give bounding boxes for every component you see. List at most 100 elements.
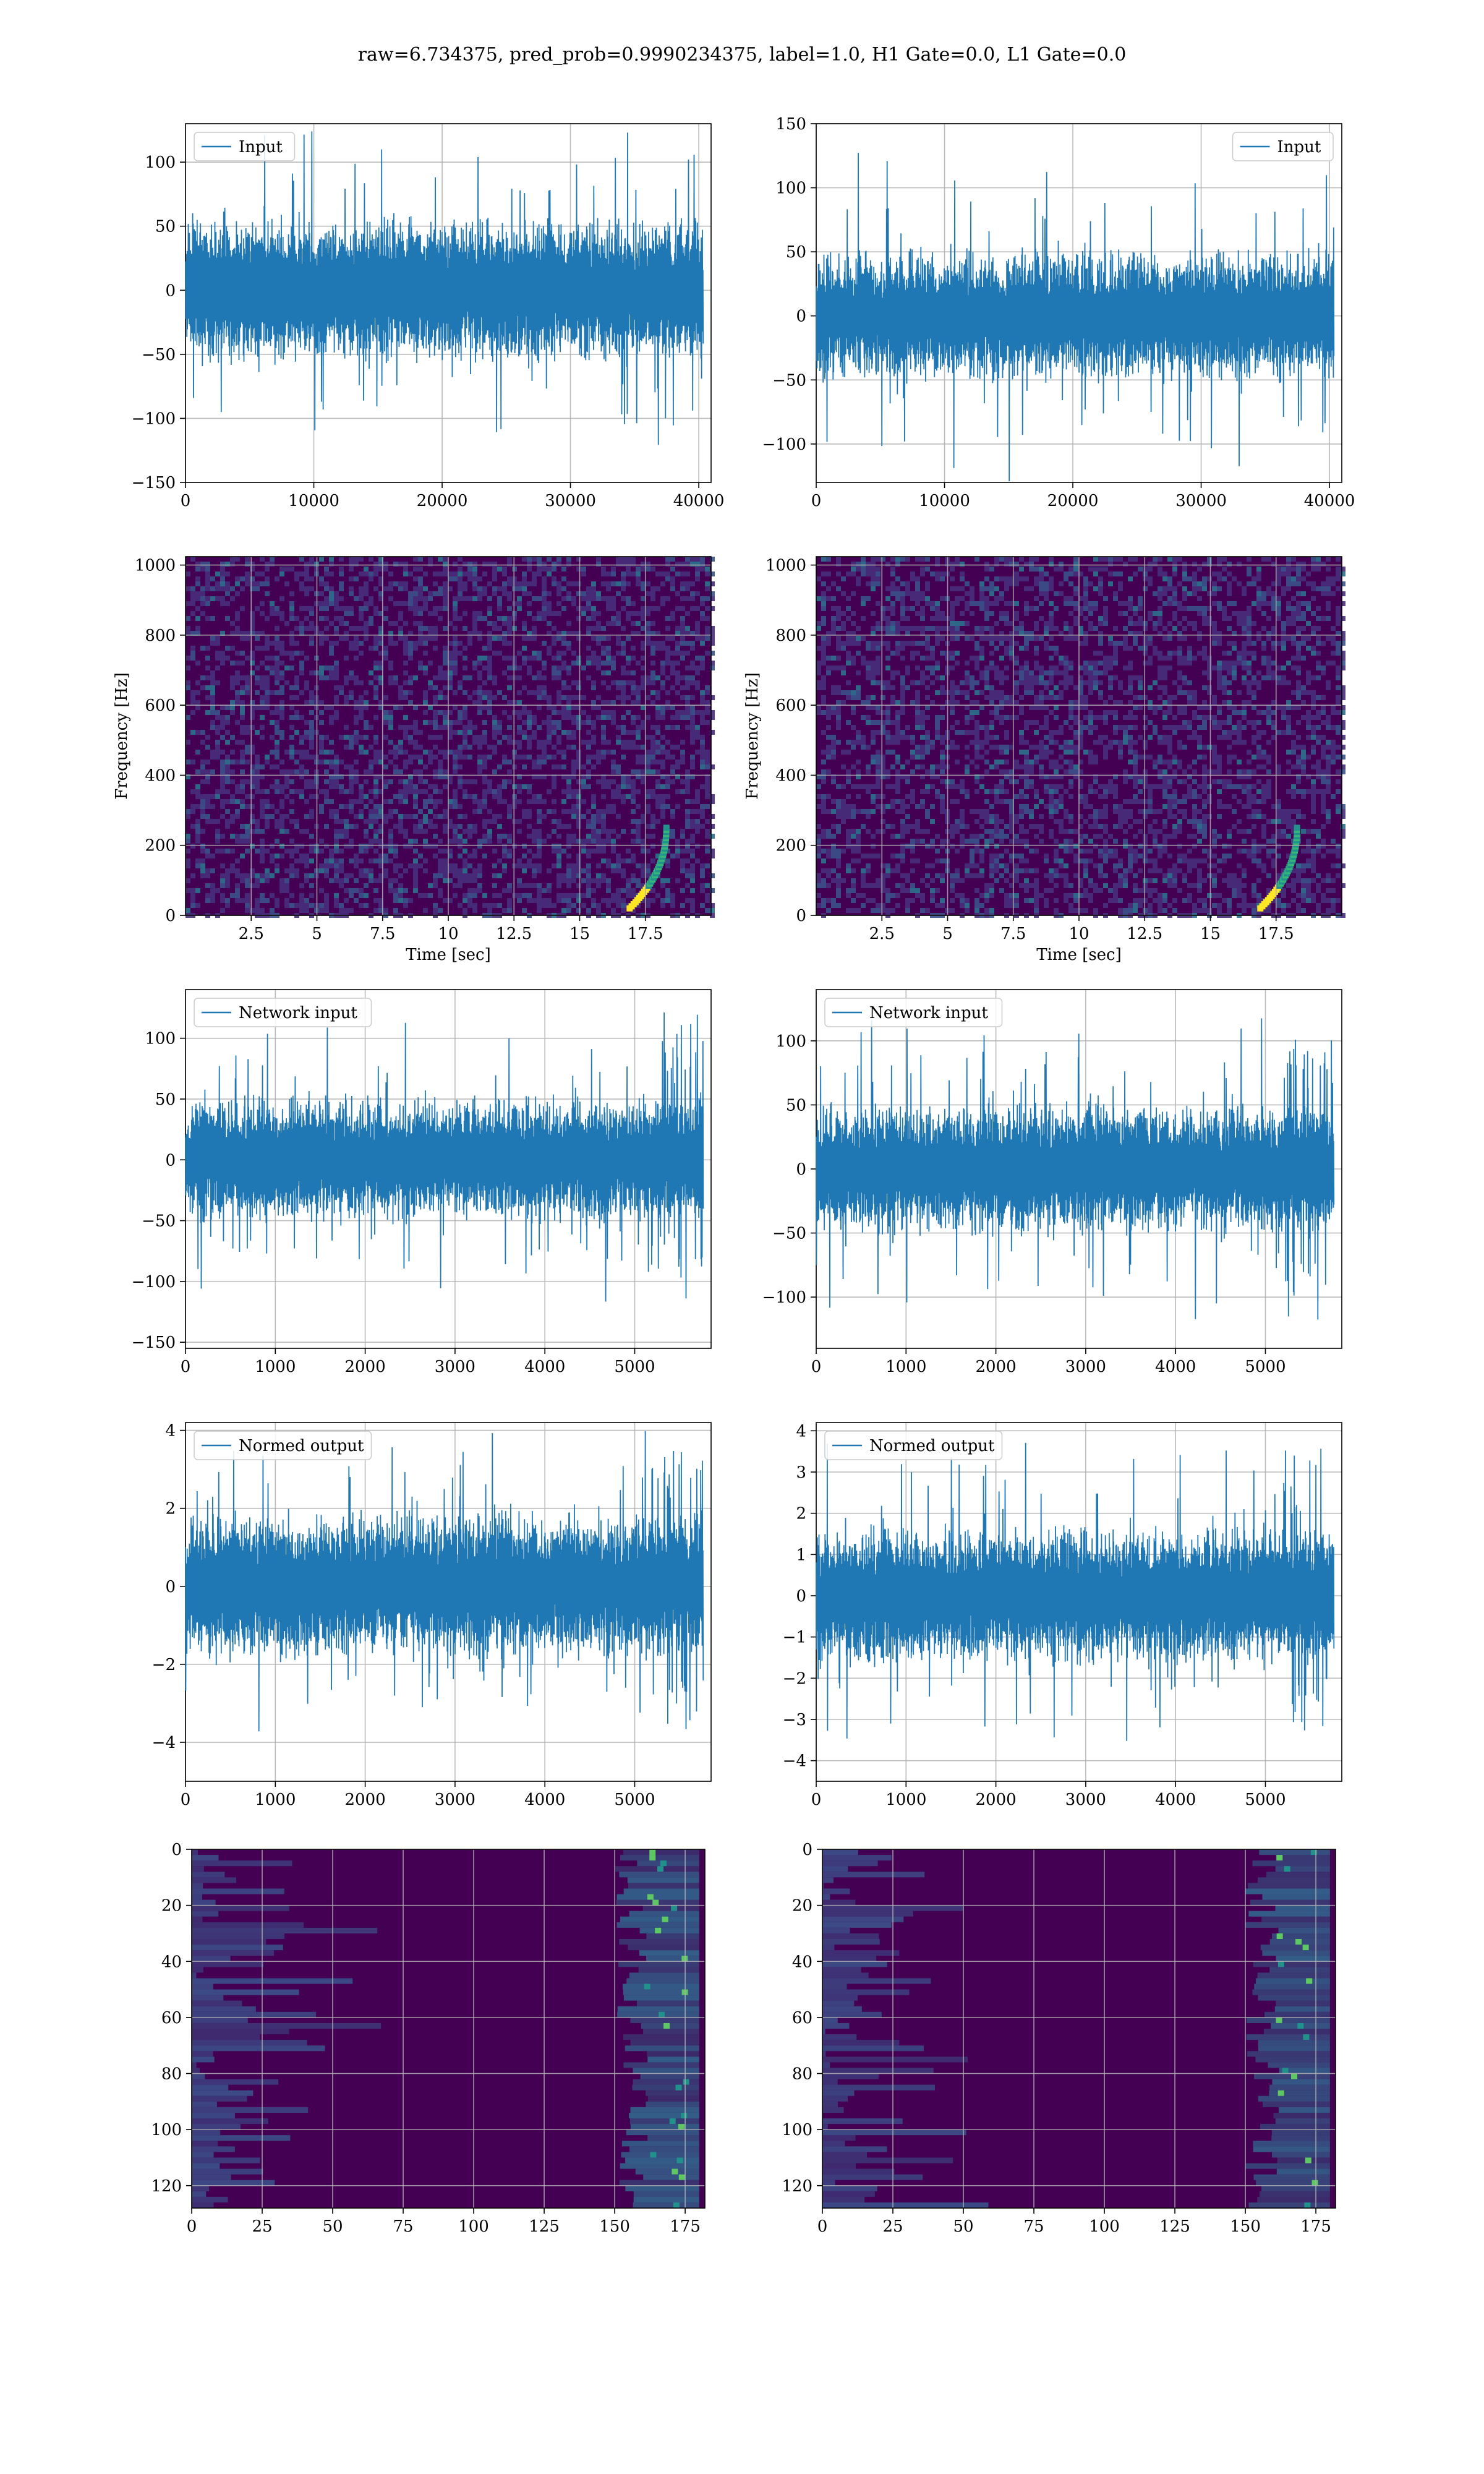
heatmap-cell [344,675,349,680]
heatmap-cell [851,631,856,636]
heatmap-cell [349,839,354,844]
heatmap-cell [1242,675,1247,680]
heatmap-cell [279,784,284,789]
heatmap-cell [1083,670,1088,675]
heatmap-cell [383,715,388,720]
heatmap-cell [1049,576,1054,581]
heatmap-cell [846,631,851,636]
heatmap-cell [1098,586,1103,591]
heatmap-cell [289,789,294,794]
heatmap-cell [1113,656,1118,661]
heatmap-cell [626,774,631,779]
heatmap-cell [611,908,616,913]
heatmap-cell [225,878,230,883]
heatmap-cell [339,596,344,601]
heatmap-cell [547,651,552,656]
heatmap-cell [413,794,418,799]
heatmap-cell [1336,611,1341,616]
heatmap-cell [641,774,646,779]
heatmap-cell [329,651,334,656]
heatmap-cell [383,695,388,700]
heatmap-cell [492,814,497,819]
heatmap-cell [1326,636,1331,641]
heatmap-cell [507,562,512,567]
heatmap-cell [383,799,388,804]
heatmap-cell [270,844,275,849]
heatmap-cell [1237,616,1242,621]
x-tick-label: 40000 [673,492,725,510]
heatmap-cell [885,626,890,631]
heatmap-cell [915,626,920,631]
heatmap-cell [561,873,566,878]
heatmap-cell [240,750,245,755]
heatmap-cell [695,685,700,690]
heatmap-cell [433,675,438,680]
heatmap-cell [487,784,492,789]
heatmap-cell [1202,616,1207,621]
heatmap-cell [685,883,690,888]
heatmap-cell [453,839,458,844]
heatmap-cell [826,636,831,641]
heatmap-cell [920,591,925,596]
heatmap-cell [1336,606,1341,611]
heatmap-cell [1093,586,1098,591]
heatmap-cell [195,824,200,829]
heatmap-cell [601,858,606,863]
heatmap-cell [324,868,329,873]
heatmap-cell [1232,675,1237,680]
heatmap-cell [866,661,871,666]
heatmap-cell [304,616,309,621]
heatmap-cell [398,740,403,745]
heatmap-cell [631,799,636,804]
heatmap-cell [1064,571,1068,576]
heatmap-cell [876,626,881,631]
heatmap-cell [289,591,294,596]
heatmap-cell [359,893,364,898]
heatmap-cell [561,730,566,735]
heatmap-cell [428,557,433,562]
heatmap-cell [463,789,467,794]
heatmap-cell [670,745,675,750]
heatmap-cell [1014,571,1019,576]
heatmap-cell [275,819,279,824]
heatmap-cell [905,641,910,646]
heatmap-cell [205,804,210,809]
heatmap-cell [477,661,482,666]
heatmap-cell [650,760,655,764]
heatmap-cell [378,557,383,562]
heatmap-cell [279,854,284,858]
heatmap-cell [388,581,393,586]
heatmap-cell [1286,621,1291,626]
heatmap-cell [359,651,364,656]
heatmap-cell [220,576,225,581]
heatmap-cell [329,799,334,804]
heatmap-cell [601,596,606,601]
heatmap-cell [250,700,255,705]
heatmap-cell [1212,586,1217,591]
heatmap-cell [270,764,275,769]
heatmap-cell [309,784,314,789]
heatmap-cell [463,586,467,591]
heatmap-cell [1034,567,1039,571]
heatmap-cell [636,755,641,760]
heatmap-cell [999,680,1004,685]
heatmap-cell [841,576,846,581]
heatmap-cell [1148,685,1153,690]
heatmap-cell [626,878,631,883]
heatmap-cell [537,562,542,567]
heatmap-cell [507,621,512,626]
heatmap-cell [324,675,329,680]
heatmap-cell [660,685,665,690]
heatmap-cell [210,680,215,685]
heatmap-cell [294,695,299,700]
heatmap-cell [984,666,989,670]
heatmap-cell [463,745,467,750]
heatmap-cell [547,700,552,705]
heatmap-cell [364,883,369,888]
heatmap-cell [532,651,537,656]
heatmap-cell [359,784,364,789]
heatmap-cell [403,735,408,740]
heatmap-cell [876,641,881,646]
heatmap-cell [1083,591,1088,596]
heatmap-cell [556,720,561,725]
